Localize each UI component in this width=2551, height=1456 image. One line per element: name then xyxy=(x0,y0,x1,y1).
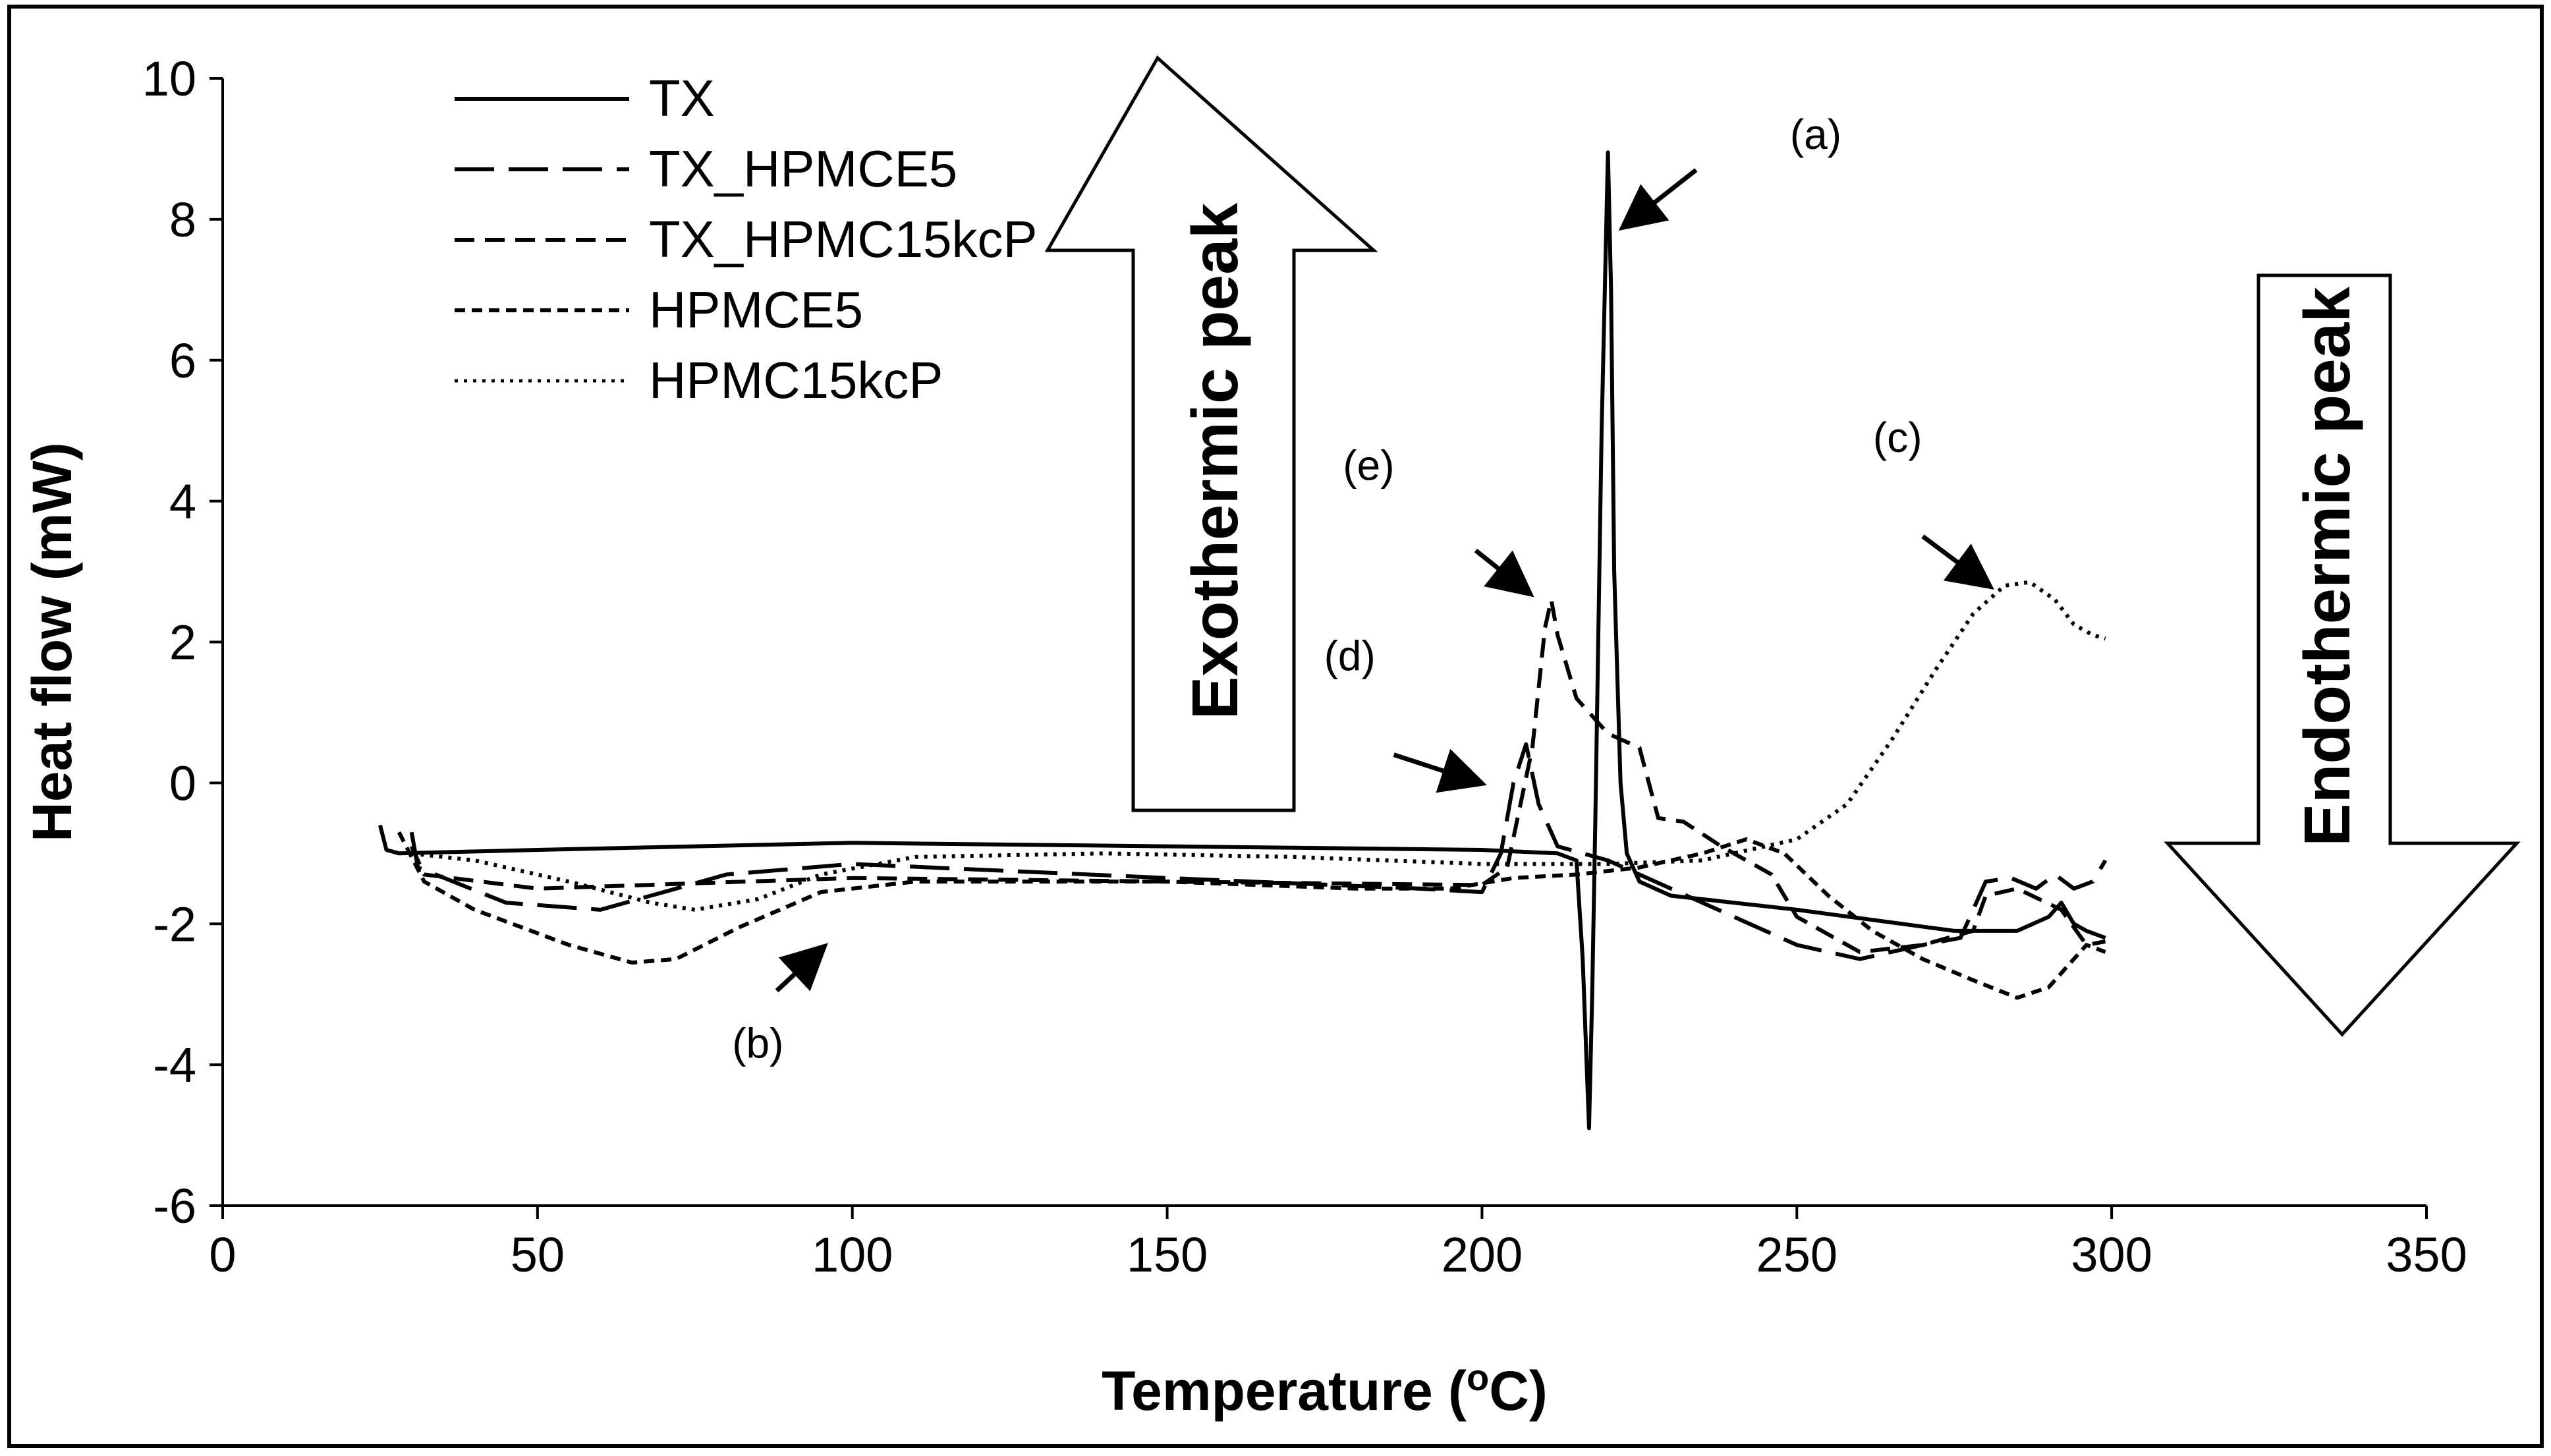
x-tick-label: 350 xyxy=(2386,1227,2467,1282)
y-tick-label: 4 xyxy=(169,474,196,529)
y-tick-label: -6 xyxy=(153,1179,196,1233)
series-line-hpmc15kcp xyxy=(411,580,2106,912)
endothermic-peak-label: Endothermic peak xyxy=(2291,287,2363,847)
x-tick-label: 200 xyxy=(1442,1227,1523,1282)
x-tick-label: 100 xyxy=(812,1227,893,1282)
exothermic-peak-arrow xyxy=(1044,55,1378,812)
x-tick-label: 250 xyxy=(1756,1227,1837,1282)
annotation-arrow xyxy=(1393,748,1487,793)
y-tick-label: -4 xyxy=(153,1038,196,1092)
x-tick-label: 0 xyxy=(209,1227,236,1282)
series-line-tx-hpmce5 xyxy=(409,742,2108,961)
legend-label: HPMC15kcP xyxy=(649,351,943,409)
series-line-tx-hpmc15kcp xyxy=(409,598,2106,954)
legend-label: TX xyxy=(649,69,715,127)
annotation-label: (a) xyxy=(1790,111,1841,158)
x-tick-label: 150 xyxy=(1127,1227,1208,1282)
y-tick-label: -2 xyxy=(153,897,196,951)
annotation-arrow xyxy=(1921,534,1994,590)
annotation-label: (c) xyxy=(1873,414,1922,461)
y-tick-label: 6 xyxy=(169,333,196,388)
y-tick-label: 0 xyxy=(169,756,196,810)
series-line-hpmce5 xyxy=(397,831,2106,1000)
exothermic-peak-label: Exothermic peak xyxy=(1179,202,1251,719)
legend-label: TX_HPMC15kcP xyxy=(649,210,1038,268)
annotation-arrow xyxy=(1474,548,1534,598)
annotation-arrow xyxy=(1618,168,1698,231)
annotation-label: (e) xyxy=(1343,442,1394,490)
y-tick-label: 8 xyxy=(169,192,196,247)
y-tick-label: 2 xyxy=(169,615,196,670)
legend-label: TX_HPMCE5 xyxy=(649,140,957,198)
annotation-label: (b) xyxy=(732,1019,783,1067)
y-tick-label: 10 xyxy=(142,51,196,106)
annotation-label: (d) xyxy=(1324,632,1376,679)
x-tick-label: 300 xyxy=(2071,1227,2152,1282)
y-axis-title: Heat flow (mW) xyxy=(21,442,83,842)
x-tick-label: 50 xyxy=(511,1227,565,1282)
annotation-arrow xyxy=(775,943,828,993)
legend-label: HPMCE5 xyxy=(649,281,863,339)
legend: TX TX_HPMCE5 TX_HPMC15kcP HPMCE5 HPMC15kcP xyxy=(455,69,1038,409)
series-line-tx xyxy=(378,150,2106,1131)
x-axis-title: Temperature (oC) xyxy=(1102,1357,1548,1422)
endothermic-peak-arrow xyxy=(2164,273,2521,1037)
